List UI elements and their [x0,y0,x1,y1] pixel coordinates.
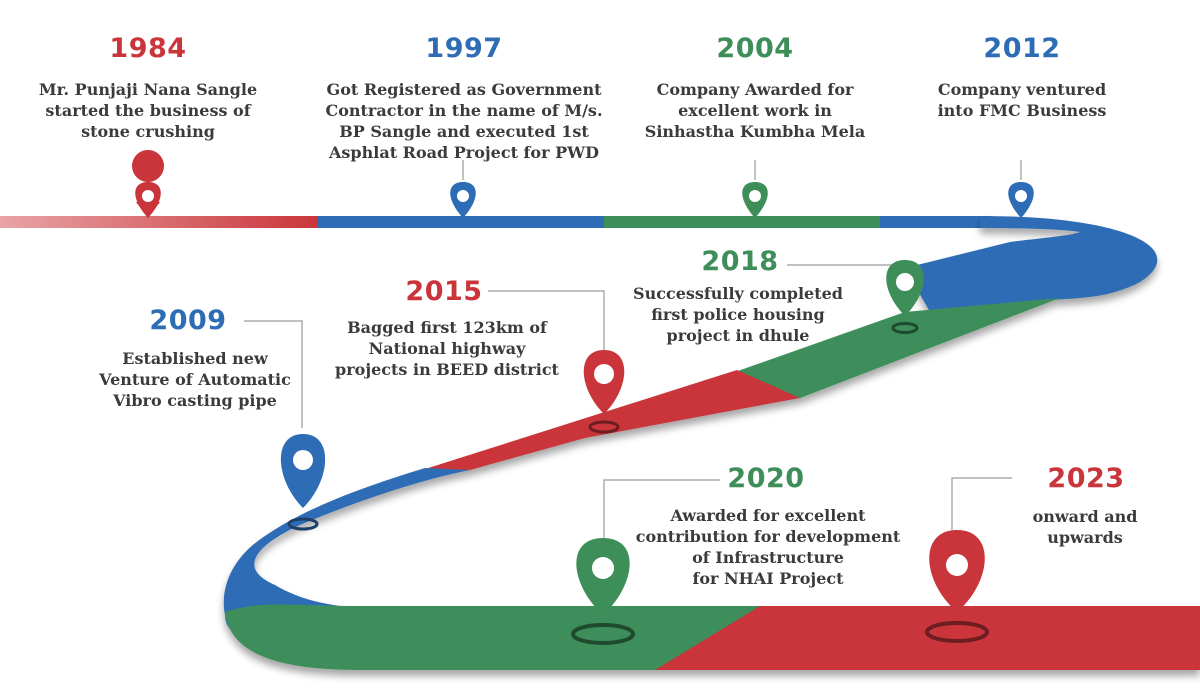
pin-2015 [583,350,625,434]
milestone-year-2012: 2012 [983,33,1061,64]
desc-line: Contractor in the name of M/s. [325,101,603,120]
road-curve-right [905,216,1158,312]
milestone-year-2004: 2004 [716,33,794,64]
pin-2020 [571,538,635,645]
milestone-year-1997: 1997 [425,33,503,64]
desc-line: started the business of [45,101,251,120]
milestone-desc-2009: Established new Venture of Automatic Vib… [90,348,300,411]
desc-line: Company ventured [937,80,1107,99]
desc-line: excellent work in [678,101,832,120]
milestone-year-1984: 1984 [109,33,187,64]
milestone-desc-2012: Company ventured into FMC Business [912,79,1132,121]
desc-line: Bagged first 123km of [347,318,547,337]
milestone-desc-2020: Awarded for excellent contribution for d… [622,505,914,589]
pin-2018 [886,260,924,334]
road-bottom-red [655,606,1200,670]
desc-line: Venture of Automatic [99,370,291,389]
desc-line: Awarded for excellent [670,506,866,525]
desc-line: first police housing [651,305,825,324]
milestone-year-2023: 2023 [1047,463,1125,494]
desc-line: Mr. Punjaji Nana Sangle [38,80,258,99]
desc-line: Successfully completed [633,284,843,303]
winding-road [223,216,1200,670]
milestone-year-2018: 2018 [701,246,779,277]
top-road-red [0,216,320,228]
desc-line: upwards [1047,528,1123,547]
milestone-desc-2004: Company Awarded for excellent work in Si… [630,79,880,142]
top-road-green [604,216,884,228]
desc-line: contribution for development [635,527,901,546]
milestone-year-2015: 2015 [405,276,483,307]
desc-line: for NHAI Project [692,569,844,588]
milestone-year-2009: 2009 [149,305,227,336]
desc-line: of Infrastructure [692,548,844,567]
desc-line: BP Sangle and executed 1st [339,122,589,141]
road-bottom-green [225,604,760,670]
desc-line: project in dhule [666,326,810,345]
milestone-desc-2018: Successfully completed first police hous… [618,283,858,346]
top-road [0,216,990,228]
desc-line: Asphlat Road Project for PWD [329,143,599,162]
top-road-blue-end [880,216,990,228]
desc-line: into FMC Business [937,101,1107,120]
top-road-blue [318,216,608,228]
desc-line: Vibro casting pipe [113,391,277,410]
milestone-year-2020: 2020 [727,463,805,494]
pin-2023 [925,530,989,643]
desc-line: stone crushing [81,122,215,141]
road-diag-red [422,370,800,470]
pin-2009 [280,434,326,531]
pin-1984 [132,150,165,218]
milestone-desc-2015: Bagged first 123km of National highway p… [322,317,572,380]
desc-line: Company Awarded for [656,80,854,99]
milestone-desc-2023: onward and upwards [1010,506,1160,548]
desc-line: Sinhastha Kumbha Mela [644,122,866,141]
pin-2004 [742,182,768,218]
road-diag-green [735,298,1060,398]
desc-line: Established new [122,349,268,368]
desc-line: projects in BEED district [335,360,559,379]
milestone-desc-1997: Got Registered as Government Contractor … [314,79,614,163]
pin-2012 [1008,182,1034,218]
milestone-desc-1984: Mr. Punjaji Nana Sangle started the busi… [18,79,278,142]
pin-1997 [450,182,476,218]
desc-line: onward and [1032,507,1138,526]
desc-line: Got Registered as Government [326,80,602,99]
desc-line: National highway [368,339,526,358]
road-curve-left [223,468,470,637]
